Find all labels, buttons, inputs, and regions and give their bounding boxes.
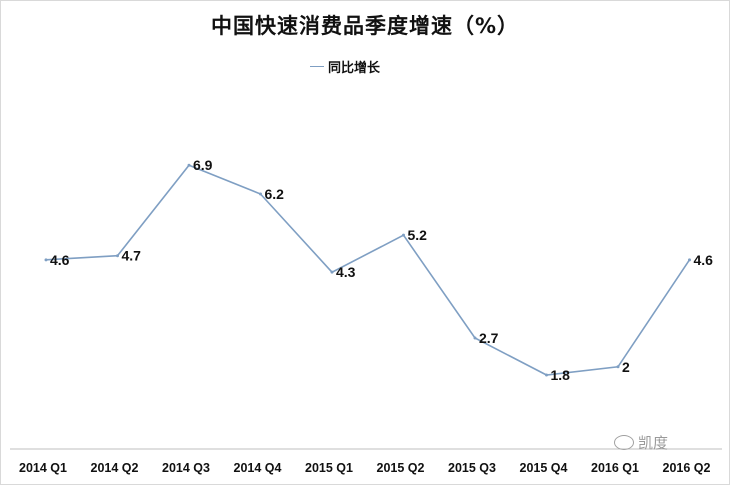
data-point [617,365,620,368]
data-label: 6.9 [193,157,213,173]
x-tick-label: 2014 Q3 [162,461,210,475]
x-tick-label: 2014 Q2 [91,461,139,475]
x-tick-label: 2015 Q2 [377,461,425,475]
x-tick-label: 2016 Q1 [591,461,639,475]
x-tick-label: 2015 Q3 [448,461,496,475]
data-label: 2 [622,359,630,375]
x-tick-label: 2016 Q2 [663,461,711,475]
watermark-text: 凯度 [638,432,668,453]
x-tick-label: 2014 Q1 [19,461,67,475]
series-line [46,165,690,375]
x-tick-label: 2015 Q1 [305,461,353,475]
x-tick-group: 2014 Q1 2014 Q2 2014 Q3 2014 Q4 2015 Q1 2015 … [19,461,711,475]
data-point [116,254,119,257]
data-point [259,193,262,196]
data-point [474,336,477,339]
data-point [331,271,334,274]
data-label: 2.7 [479,330,499,346]
data-point [45,258,48,261]
data-label: 1.8 [551,367,571,383]
watermark: 凯度 [614,432,668,453]
wechat-icon [614,435,634,450]
data-label-group: 4.6 4.7 6.9 6.2 4.3 5.2 2.7 1.8 2 4.6 [50,157,713,383]
data-point [402,234,405,237]
data-point [688,258,691,261]
data-label: 5.2 [408,227,428,243]
data-point [188,164,191,167]
x-tick-label: 2015 Q4 [520,461,568,475]
data-label: 4.3 [336,264,356,280]
data-label: 4.7 [122,248,142,264]
data-label: 4.6 [694,252,714,268]
series-group [45,164,692,377]
data-label: 6.2 [265,186,285,202]
x-tick-label: 2014 Q4 [234,461,282,475]
data-point [545,373,548,376]
data-label: 4.6 [50,252,70,268]
